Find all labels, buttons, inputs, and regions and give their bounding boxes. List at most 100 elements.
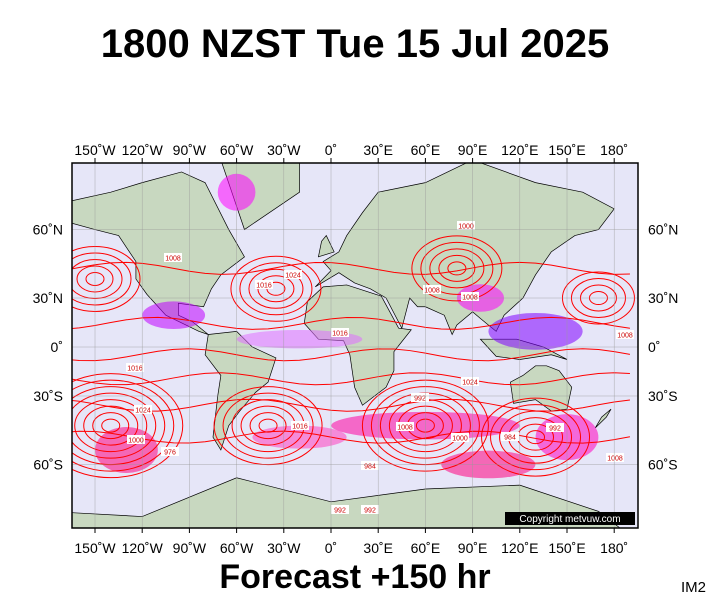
lat-label-left: 30˚S — [33, 388, 63, 404]
lon-label-top: 120˚E — [501, 142, 538, 158]
isobar-label: 984 — [504, 435, 516, 442]
lon-label-bottom: 60˚W — [220, 540, 254, 556]
isobar — [248, 268, 304, 309]
isobar-label-bg — [361, 505, 379, 514]
isobar — [72, 348, 631, 362]
isobar — [230, 255, 322, 322]
lat-label-right: 60˚N — [648, 222, 678, 238]
isobar-label: 984 — [364, 464, 376, 471]
lon-label-bottom: 180˚ — [600, 540, 628, 556]
isobar — [72, 372, 630, 386]
lon-label-bottom: 0˚ — [325, 540, 337, 556]
isobar — [72, 379, 175, 472]
isobar-label: 1000 — [452, 436, 468, 443]
isobar-label-bg — [501, 432, 519, 441]
lat-label-right: 60˚S — [648, 456, 678, 472]
lon-label-bottom: 150˚W — [74, 540, 116, 556]
landmass — [204, 330, 277, 451]
isobar-label: 992 — [334, 508, 346, 515]
isobar — [420, 241, 494, 295]
isobar-label: 1016 — [127, 366, 143, 373]
lon-label-bottom: 90˚W — [173, 540, 207, 556]
landmass — [595, 408, 612, 429]
lon-label-bottom: 30˚E — [363, 540, 393, 556]
isobar-label: 1008 — [397, 425, 413, 432]
isobar — [438, 254, 476, 282]
lat-label-left: 0˚ — [51, 339, 63, 355]
lon-label-top: 150˚W — [74, 142, 116, 158]
isobar-label-bg — [396, 422, 414, 431]
isobar-label-bg — [457, 221, 475, 230]
isobar-label: 1008 — [607, 456, 623, 463]
lat-label-left: 30˚N — [33, 290, 63, 306]
isobar — [249, 412, 287, 440]
lon-label-top: 60˚W — [220, 142, 254, 158]
lon-label-bottom: 60˚E — [411, 540, 441, 556]
lat-label-right: 30˚N — [648, 290, 678, 306]
lon-label-top: 180˚ — [600, 142, 628, 158]
isobar-label: 1008 — [165, 256, 181, 263]
title: 1800 NZST Tue 15 Jul 2025 — [101, 22, 609, 66]
isobar-label-bg — [134, 405, 152, 414]
isobar-label: 1016 — [332, 331, 348, 338]
isobar-label: 976 — [164, 450, 176, 457]
lon-label-top: 0˚ — [325, 142, 337, 158]
image-id: IM2 — [681, 579, 706, 596]
lon-label-bottom: 90˚E — [458, 540, 488, 556]
isobar-label: 1008 — [617, 333, 633, 340]
graticule — [72, 163, 638, 528]
isobar-label: 992 — [549, 426, 561, 433]
isobars: 1008 1016 1024 1016 1008 1008 1000 1024 992 1008 1… — [72, 221, 635, 515]
isobar-label-bg — [126, 363, 144, 372]
isobar — [72, 373, 184, 479]
isobar-label: 1016 — [292, 424, 308, 431]
isobar — [101, 418, 121, 433]
copyright: Copyright metvuw.com — [519, 514, 620, 525]
lon-label-bottom: 30˚W — [267, 540, 301, 556]
isobar-label-bg — [331, 328, 349, 337]
isobar-label-bg — [361, 461, 379, 470]
lon-label-top: 90˚W — [173, 142, 207, 158]
landmass — [317, 234, 335, 258]
copyright-box — [505, 512, 635, 525]
lat-label-left: 60˚N — [33, 222, 63, 238]
isobar-label-bg — [546, 423, 564, 432]
isobar — [411, 235, 503, 302]
lon-label-top: 60˚E — [411, 142, 441, 158]
lon-label-bottom: 120˚W — [122, 540, 164, 556]
isobar — [222, 392, 314, 459]
isobar — [72, 392, 157, 459]
isobar-label-bg — [423, 285, 441, 294]
isobar-label-bg — [331, 505, 349, 514]
isobar — [83, 405, 139, 446]
isobar-label: 1000 — [128, 438, 144, 445]
isobar — [239, 262, 313, 316]
lat-label-left: 60˚S — [33, 456, 63, 472]
lon-label-bottom: 150˚E — [548, 540, 585, 556]
lon-label-top: 90˚E — [458, 142, 488, 158]
isobar-label-bg — [606, 453, 624, 462]
isobar-label: 1016 — [256, 283, 272, 290]
lon-label-top: 30˚E — [363, 142, 393, 158]
isobar — [72, 398, 630, 412]
isobar-label: 992 — [364, 508, 376, 515]
isobar-label-bg — [161, 447, 179, 456]
isobar — [74, 399, 148, 453]
lon-label-top: 150˚E — [548, 142, 585, 158]
forecast-label: Forecast +150 hr — [219, 558, 490, 596]
isobar-label: 1008 — [424, 288, 440, 295]
isobar — [481, 397, 591, 477]
isobar — [92, 412, 130, 440]
isobar — [72, 316, 631, 330]
precip-area — [488, 312, 583, 350]
map-frame — [71, 162, 639, 529]
lon-label-top: 30˚W — [267, 142, 301, 158]
isobar-label-bg — [127, 435, 145, 444]
landmass — [509, 365, 573, 412]
isobar — [490, 404, 582, 471]
isobar-label-bg — [255, 280, 273, 289]
isobar — [72, 430, 631, 444]
isobar-label-bg — [291, 421, 309, 430]
isobar-label: 1024 — [285, 273, 301, 280]
